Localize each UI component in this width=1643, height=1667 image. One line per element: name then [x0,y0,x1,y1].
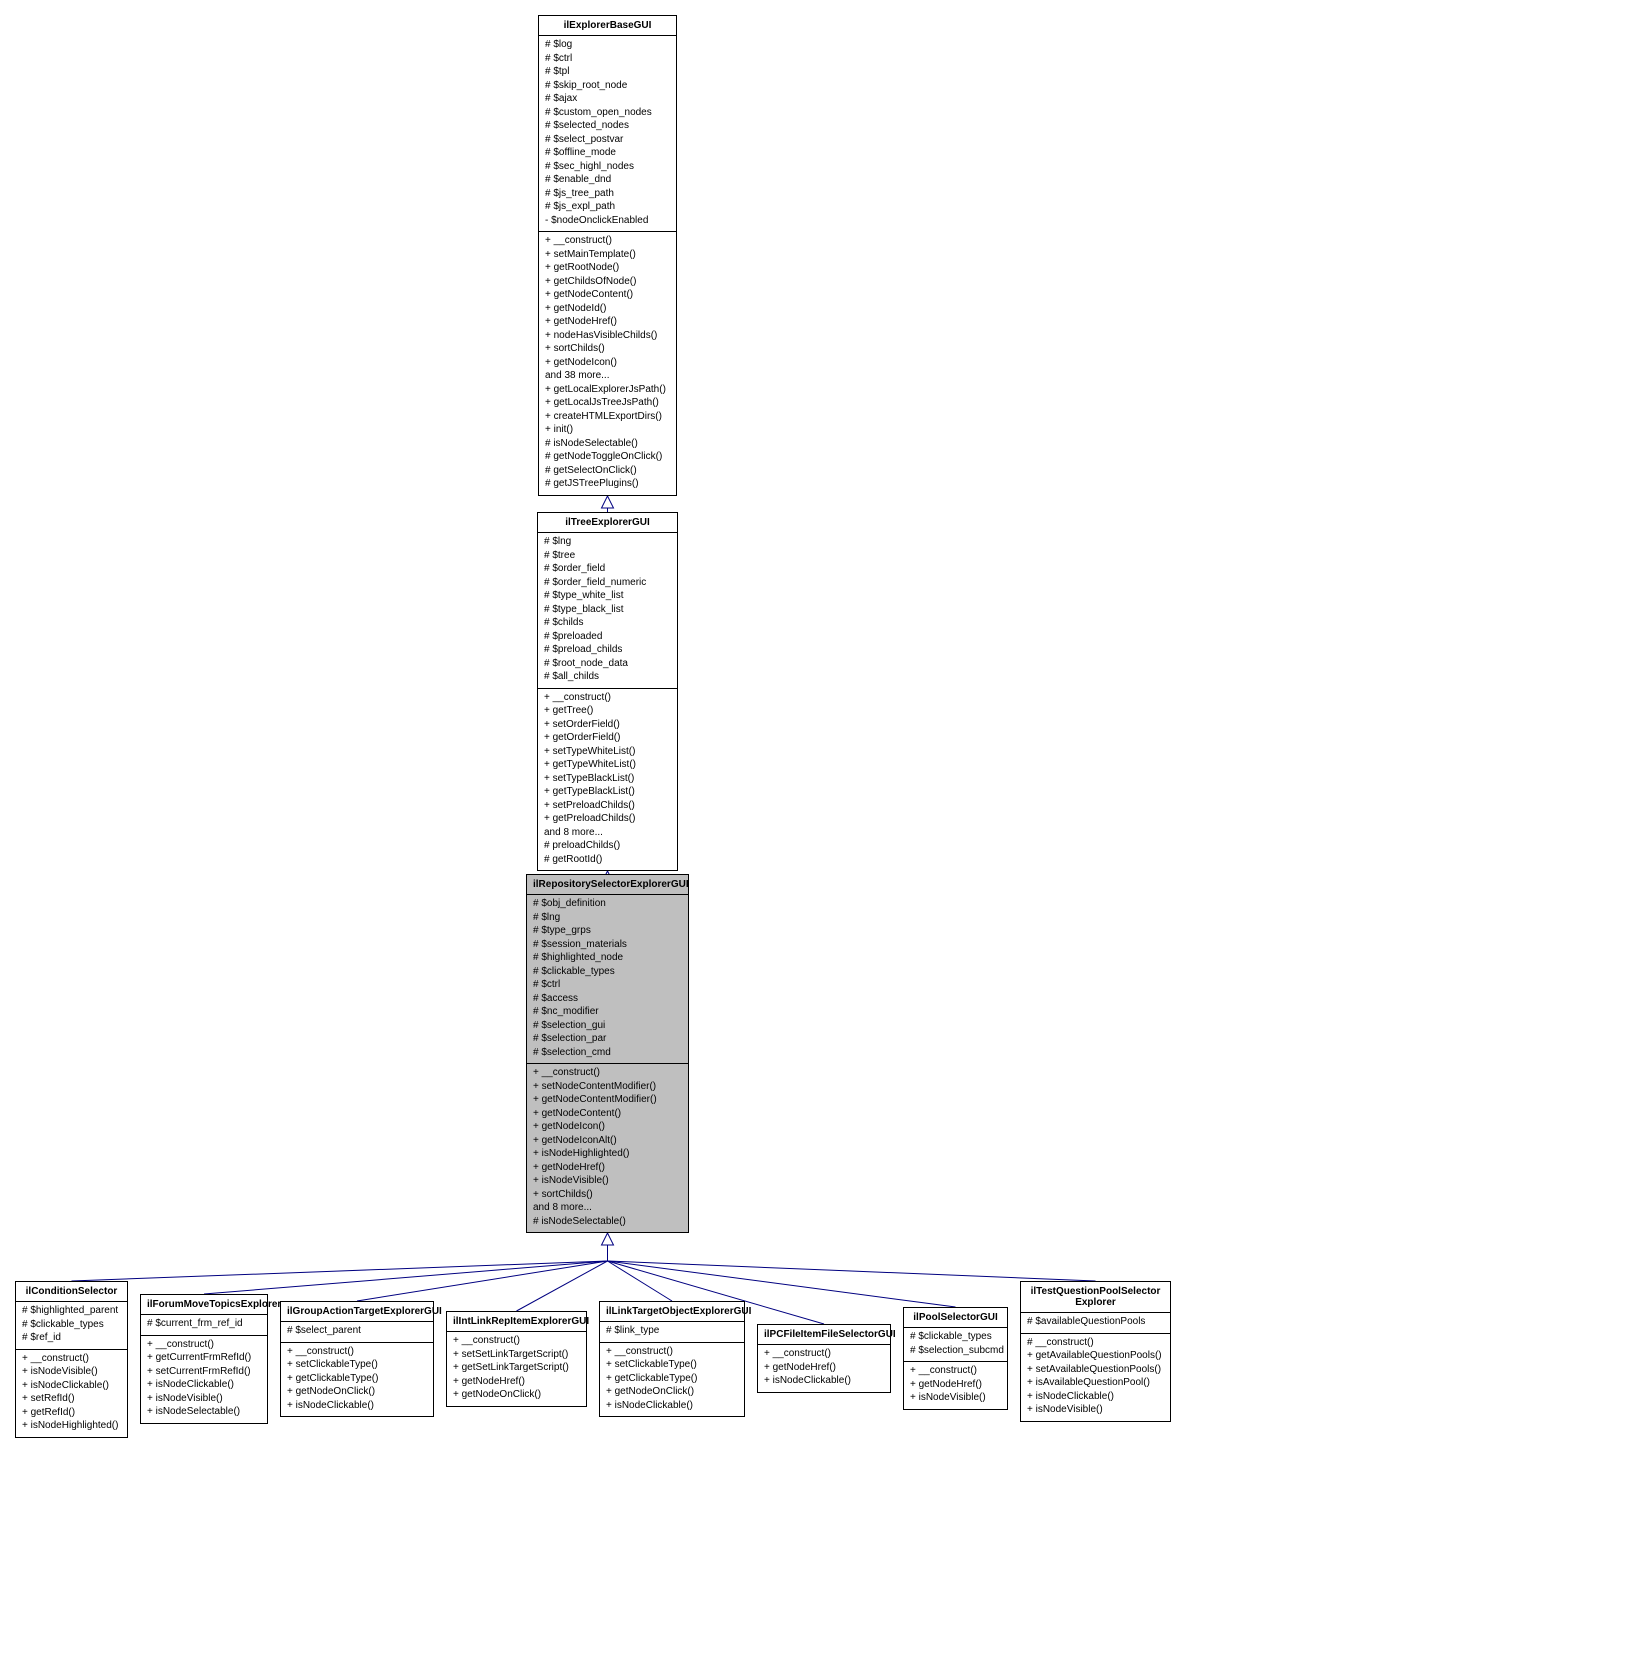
class-box-ilGroupActionTargetExplorerGUI[interactable]: ilGroupActionTargetExplorerGUI# $select_… [280,1301,434,1417]
class-title: ilTreeExplorerGUI [538,513,677,533]
class-box-ilForumMoveTopicsExplorer[interactable]: ilForumMoveTopicsExplorer# $current_frm_… [140,1294,268,1424]
class-methods: + __construct() + setClickableType() + g… [600,1343,744,1417]
class-attributes: # $availableQuestionPools [1021,1313,1170,1334]
class-attributes: # $log # $ctrl # $tpl # $skip_root_node … [539,36,676,232]
class-title: ilRepositorySelectorExplorerGUI [527,875,688,895]
class-attributes: # $obj_definition # $lng # $type_grps # … [527,895,688,1064]
class-attributes: # $highlighted_parent # $clickable_types… [16,1302,127,1350]
class-attributes: # $clickable_types # $selection_subcmd [904,1328,1007,1362]
class-title: ilExplorerBaseGUI [539,16,676,36]
class-title: ilPoolSelectorGUI [904,1308,1007,1328]
class-box-ilPoolSelectorGUI[interactable]: ilPoolSelectorGUI# $clickable_types # $s… [903,1307,1008,1410]
class-attributes: # $select_parent [281,1322,433,1343]
class-title: ilGroupActionTargetExplorerGUI [281,1302,433,1322]
class-box-ilRepositorySelectorExplorerGUI[interactable]: ilRepositorySelectorExplorerGUI# $obj_de… [526,874,689,1233]
class-box-ilLinkTargetObjectExplorerGUI[interactable]: ilLinkTargetObjectExplorerGUI# $link_typ… [599,1301,745,1417]
uml-diagram: ilExplorerBaseGUI# $log # $ctrl # $tpl #… [10,10,1633,1657]
class-box-ilPCFileItemFileSelectorGUI[interactable]: ilPCFileItemFileSelectorGUI+ __construct… [757,1324,891,1393]
class-title: ilConditionSelector [16,1282,127,1302]
class-methods: + __construct() + setNodeContentModifier… [527,1064,688,1232]
class-methods: + __construct() + getCurrentFrmRefId() +… [141,1336,267,1423]
class-methods: # __construct() + getAvailableQuestionPo… [1021,1334,1170,1421]
class-attributes: # $lng # $tree # $order_field # $order_f… [538,533,677,689]
class-methods: + __construct() + getNodeHref() + isNode… [758,1345,890,1392]
class-methods: + __construct() + getTree() + setOrderFi… [538,689,677,871]
class-title: ilTestQuestionPoolSelector Explorer [1021,1282,1170,1313]
class-title: ilIntLinkRepItemExplorerGUI [447,1312,586,1332]
class-methods: + __construct() + setClickableType() + g… [281,1343,433,1417]
class-title: ilLinkTargetObjectExplorerGUI [600,1302,744,1322]
class-methods: + __construct() + isNodeVisible() + isNo… [16,1350,127,1437]
class-box-ilTreeExplorerGUI[interactable]: ilTreeExplorerGUI# $lng # $tree # $order… [537,512,678,871]
class-attributes: # $link_type [600,1322,744,1343]
class-methods: + __construct() + setMainTemplate() + ge… [539,232,676,495]
class-box-ilExplorerBaseGUI[interactable]: ilExplorerBaseGUI# $log # $ctrl # $tpl #… [538,15,677,496]
class-box-ilTestQuestionPoolSelectorExplorer[interactable]: ilTestQuestionPoolSelector Explorer# $av… [1020,1281,1171,1422]
class-box-ilConditionSelector[interactable]: ilConditionSelector# $highlighted_parent… [15,1281,128,1438]
class-methods: + __construct() + getNodeHref() + isNode… [904,1362,1007,1409]
class-box-ilIntLinkRepItemExplorerGUI[interactable]: ilIntLinkRepItemExplorerGUI+ __construct… [446,1311,587,1407]
class-attributes: # $current_frm_ref_id [141,1315,267,1336]
class-title: ilPCFileItemFileSelectorGUI [758,1325,890,1345]
class-methods: + __construct() + setSetLinkTargetScript… [447,1332,586,1406]
class-title: ilForumMoveTopicsExplorer [141,1295,267,1315]
